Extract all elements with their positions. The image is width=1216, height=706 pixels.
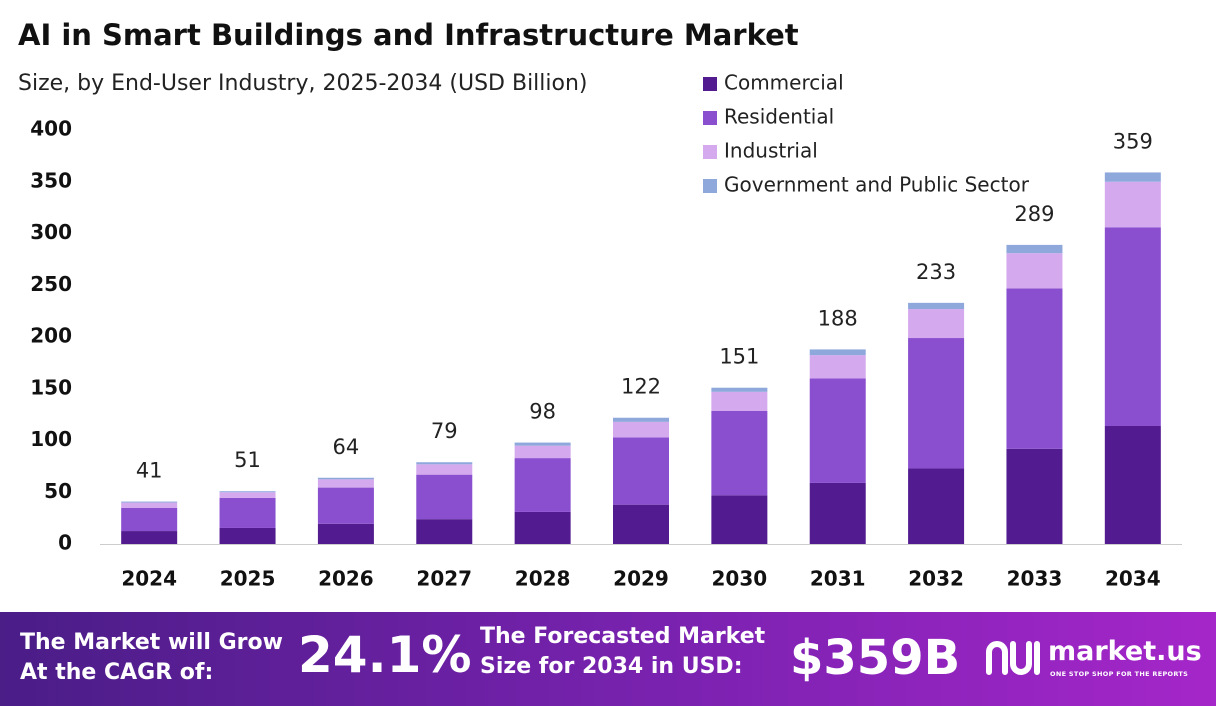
total-label: 79 bbox=[431, 419, 458, 443]
y-tick-label: 150 bbox=[30, 375, 72, 399]
bar-segment bbox=[514, 445, 571, 459]
bar-segment bbox=[1104, 426, 1161, 544]
legend-label: Commercial bbox=[724, 71, 844, 95]
bar-segment bbox=[219, 492, 276, 498]
cagr-value: 24.1% bbox=[298, 626, 472, 684]
total-label: 51 bbox=[234, 448, 261, 472]
cagr-label: At the CAGR of: bbox=[20, 660, 214, 685]
total-label: 233 bbox=[916, 260, 956, 284]
cagr-label: The Market will Grow bbox=[20, 630, 283, 655]
bar-segment bbox=[711, 411, 768, 496]
bar-segment bbox=[1006, 288, 1063, 449]
bar-segment bbox=[219, 491, 276, 493]
bar-segment bbox=[711, 391, 768, 412]
bar-segment bbox=[1104, 181, 1161, 228]
legend-swatch bbox=[703, 77, 717, 91]
size-value: $359B bbox=[790, 630, 961, 686]
y-tick-label: 0 bbox=[58, 531, 72, 555]
x-tick-label: 2025 bbox=[220, 567, 276, 591]
bar-segment bbox=[416, 474, 473, 520]
bar-segment bbox=[809, 378, 866, 483]
bar-segment bbox=[416, 519, 473, 544]
bar-segment bbox=[317, 487, 374, 524]
x-tick-label: 2026 bbox=[318, 567, 374, 591]
x-tick-label: 2032 bbox=[908, 567, 964, 591]
bar-segment bbox=[514, 442, 571, 446]
x-tick-label: 2030 bbox=[712, 567, 768, 591]
bar-segment bbox=[613, 417, 669, 422]
y-tick-label: 50 bbox=[44, 479, 72, 503]
bar-segment bbox=[121, 502, 178, 508]
y-tick-label: 200 bbox=[30, 324, 72, 348]
brand: market.us bbox=[1048, 636, 1202, 667]
total-label: 359 bbox=[1113, 129, 1153, 153]
bar-segment bbox=[1006, 244, 1063, 254]
legend-label: Residential bbox=[724, 105, 834, 129]
bar-segment bbox=[908, 302, 965, 310]
bar-segment bbox=[809, 355, 866, 379]
chart-title: AI in Smart Buildings and Infrastructure… bbox=[18, 18, 799, 52]
bar-segment bbox=[613, 504, 669, 544]
bar-segment bbox=[514, 458, 571, 512]
size-label: Size for 2034 in USD: bbox=[480, 654, 743, 679]
bar-segment bbox=[908, 309, 965, 339]
bar-segment bbox=[317, 523, 374, 544]
x-tick-label: 2033 bbox=[1007, 567, 1063, 591]
banner: The Market will Grow At the CAGR of: 24.… bbox=[0, 612, 1216, 706]
total-label: 188 bbox=[818, 306, 858, 330]
bar-segment bbox=[1006, 253, 1063, 289]
legend-label: Industrial bbox=[724, 139, 818, 163]
bar-segment bbox=[121, 501, 178, 503]
size-label: The Forecasted Market bbox=[480, 624, 766, 649]
total-label: 289 bbox=[1014, 202, 1054, 226]
bar-segment bbox=[613, 421, 669, 438]
bar-segment bbox=[809, 482, 866, 544]
x-tick-label: 2029 bbox=[613, 567, 669, 591]
bar-segment bbox=[711, 387, 768, 392]
legend-swatch bbox=[703, 179, 717, 193]
bar-segment bbox=[809, 349, 866, 356]
brand-logo bbox=[986, 641, 1040, 675]
legend-swatch bbox=[703, 145, 717, 159]
bar-segment bbox=[514, 511, 571, 544]
bar-segment bbox=[416, 464, 473, 475]
total-label: 151 bbox=[719, 345, 759, 369]
y-tick-label: 350 bbox=[30, 168, 72, 192]
x-tick-label: 2024 bbox=[121, 567, 177, 591]
bar-segment bbox=[711, 495, 768, 544]
total-label: 41 bbox=[136, 459, 163, 483]
bar-segment bbox=[121, 507, 178, 532]
bar-segment bbox=[1104, 172, 1161, 182]
x-tick-label: 2027 bbox=[416, 567, 472, 591]
legend-swatch bbox=[703, 111, 717, 125]
bar-segment bbox=[219, 497, 276, 528]
total-label: 98 bbox=[529, 400, 556, 424]
y-tick-label: 100 bbox=[30, 427, 72, 451]
y-tick-label: 250 bbox=[30, 272, 72, 296]
bar-segment bbox=[908, 338, 965, 469]
bar-segment bbox=[416, 462, 473, 465]
chart: AI in Smart Buildings and Infrastructure… bbox=[18, 18, 1182, 591]
bar-segment bbox=[1104, 227, 1161, 427]
bar-segment bbox=[121, 531, 178, 544]
total-label: 64 bbox=[333, 435, 360, 459]
bar-segment bbox=[908, 468, 965, 544]
bar-segment bbox=[1006, 448, 1063, 544]
total-label: 122 bbox=[621, 375, 661, 399]
x-tick-label: 2034 bbox=[1105, 567, 1161, 591]
bar-segment bbox=[613, 437, 669, 505]
legend-label: Government and Public Sector bbox=[724, 173, 1030, 197]
bar-segment bbox=[219, 527, 276, 544]
x-tick-label: 2031 bbox=[810, 567, 866, 591]
tagline: ONE STOP SHOP FOR THE REPORTS bbox=[1050, 670, 1189, 678]
y-tick-label: 300 bbox=[30, 220, 72, 244]
y-tick-label: 400 bbox=[30, 117, 72, 141]
bar-segment bbox=[317, 479, 374, 488]
bar-segment bbox=[317, 477, 374, 480]
chart-subtitle: Size, by End-User Industry, 2025-2034 (U… bbox=[18, 71, 588, 96]
x-tick-label: 2028 bbox=[515, 567, 571, 591]
